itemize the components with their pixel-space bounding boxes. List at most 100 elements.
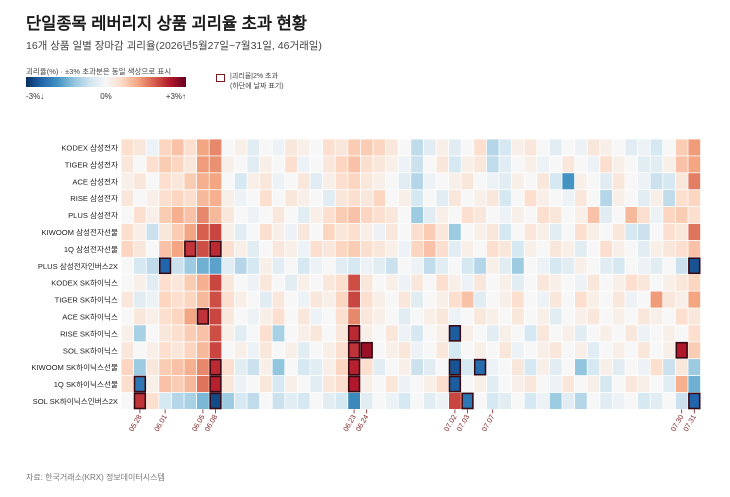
heatmap-cell <box>222 240 234 257</box>
heatmap-cell <box>159 325 171 342</box>
heatmap-cell <box>209 291 222 308</box>
heatmap-cell <box>310 173 323 190</box>
heatmap-cell <box>600 240 612 257</box>
heatmap-cell <box>222 359 234 376</box>
heatmap-cell <box>159 257 171 274</box>
heatmap-cell <box>222 392 234 409</box>
heatmap-cell <box>222 291 234 308</box>
heatmap-cell <box>209 392 222 409</box>
heatmap-cell <box>562 257 575 274</box>
highlight-cell-border <box>209 358 222 376</box>
heatmap-cell <box>398 139 411 156</box>
heatmap-cell <box>436 173 449 190</box>
heatmap-cell <box>121 223 134 240</box>
heatmap-cell <box>184 274 197 291</box>
heatmap-cell <box>499 240 512 257</box>
heatmap-cell <box>612 156 625 173</box>
heatmap-cell <box>297 156 310 173</box>
heatmap-cell <box>386 240 398 257</box>
heatmap-cell <box>285 139 297 156</box>
heatmap-cell <box>650 223 663 240</box>
heatmap-cell <box>411 291 423 308</box>
heatmap-cell <box>121 139 134 156</box>
heatmap-cell <box>499 207 512 224</box>
heatmap-cell <box>121 392 134 409</box>
heatmap-cell <box>663 156 675 173</box>
heatmap-cell <box>688 156 701 173</box>
heatmap-cell <box>197 376 209 393</box>
heatmap-cell <box>386 308 398 325</box>
heatmap-cell <box>134 308 146 325</box>
heatmap-cell <box>323 342 335 359</box>
heatmap-cell <box>159 291 171 308</box>
heatmap-cell <box>537 291 549 308</box>
heatmap-cell <box>663 223 675 240</box>
legend-min-label: -3%↓ <box>26 92 45 101</box>
heatmap-cell <box>688 342 701 359</box>
heatmap-cell <box>323 274 335 291</box>
highlight-cell-border <box>133 392 147 410</box>
heatmap-cell <box>348 257 360 274</box>
heatmap-cell <box>247 156 260 173</box>
date-tick-label: 06.01 <box>152 413 169 433</box>
heatmap-cell <box>197 359 209 376</box>
heatmap-cell <box>310 207 323 224</box>
legend-color-bar <box>26 77 186 87</box>
heatmap-cell <box>197 274 209 291</box>
heatmap-cell <box>449 325 461 342</box>
heatmap-cell <box>348 291 360 308</box>
highlight-cell-border <box>688 392 701 410</box>
heatmap-cell <box>549 274 562 291</box>
date-tick-label: 07.31 <box>681 413 698 433</box>
row-label: KIWOOM 삼성전자선물 <box>41 227 118 237</box>
heatmap-cell <box>360 376 373 393</box>
heatmap-cell <box>675 291 688 308</box>
heatmap-cell <box>159 392 171 409</box>
heatmap-cell <box>134 342 146 359</box>
heatmap-cell <box>159 240 171 257</box>
heatmap-cell <box>663 274 675 291</box>
heatmap-cell <box>209 342 222 359</box>
heatmap-cell <box>411 342 423 359</box>
heatmap-cell <box>260 274 272 291</box>
heatmap-cell <box>197 342 209 359</box>
heatmap-cell <box>650 257 663 274</box>
heatmap-cell <box>134 139 146 156</box>
heatmap-cell <box>537 308 549 325</box>
heatmap-cell <box>537 139 549 156</box>
heatmap-cell <box>537 274 549 291</box>
heatmap-cell <box>612 308 625 325</box>
heatmap-cell <box>335 308 348 325</box>
heatmap-cell <box>600 359 612 376</box>
heatmap-cell <box>587 291 600 308</box>
heatmap-cell <box>524 342 537 359</box>
heatmap-cell <box>121 325 134 342</box>
heatmap-cell <box>486 207 499 224</box>
heatmap-cell <box>323 156 335 173</box>
heatmap-cell <box>310 325 323 342</box>
heatmap-cell <box>285 173 297 190</box>
heatmap-cell <box>348 156 360 173</box>
heatmap-cell <box>436 325 449 342</box>
heatmap-cell <box>625 173 638 190</box>
heatmap-cell <box>335 325 348 342</box>
heatmap-cell <box>675 139 688 156</box>
heatmap-cell <box>474 223 486 240</box>
heatmap-cell <box>323 173 335 190</box>
heatmap-cell <box>449 190 461 207</box>
heatmap-cell <box>297 274 310 291</box>
heatmap-cell <box>323 308 335 325</box>
heatmap-cell <box>247 376 260 393</box>
heatmap-cell <box>524 291 537 308</box>
heatmap-cell <box>600 342 612 359</box>
heatmap-cell <box>310 342 323 359</box>
heatmap-cell <box>247 359 260 376</box>
heatmap-cell <box>272 376 285 393</box>
heatmap-cell <box>537 190 549 207</box>
heatmap-cell <box>575 376 587 393</box>
heatmap-cell <box>537 376 549 393</box>
heatmap-cell <box>146 359 159 376</box>
heatmap-cell <box>474 139 486 156</box>
heatmap-cell <box>562 291 575 308</box>
heatmap-cell <box>209 190 222 207</box>
